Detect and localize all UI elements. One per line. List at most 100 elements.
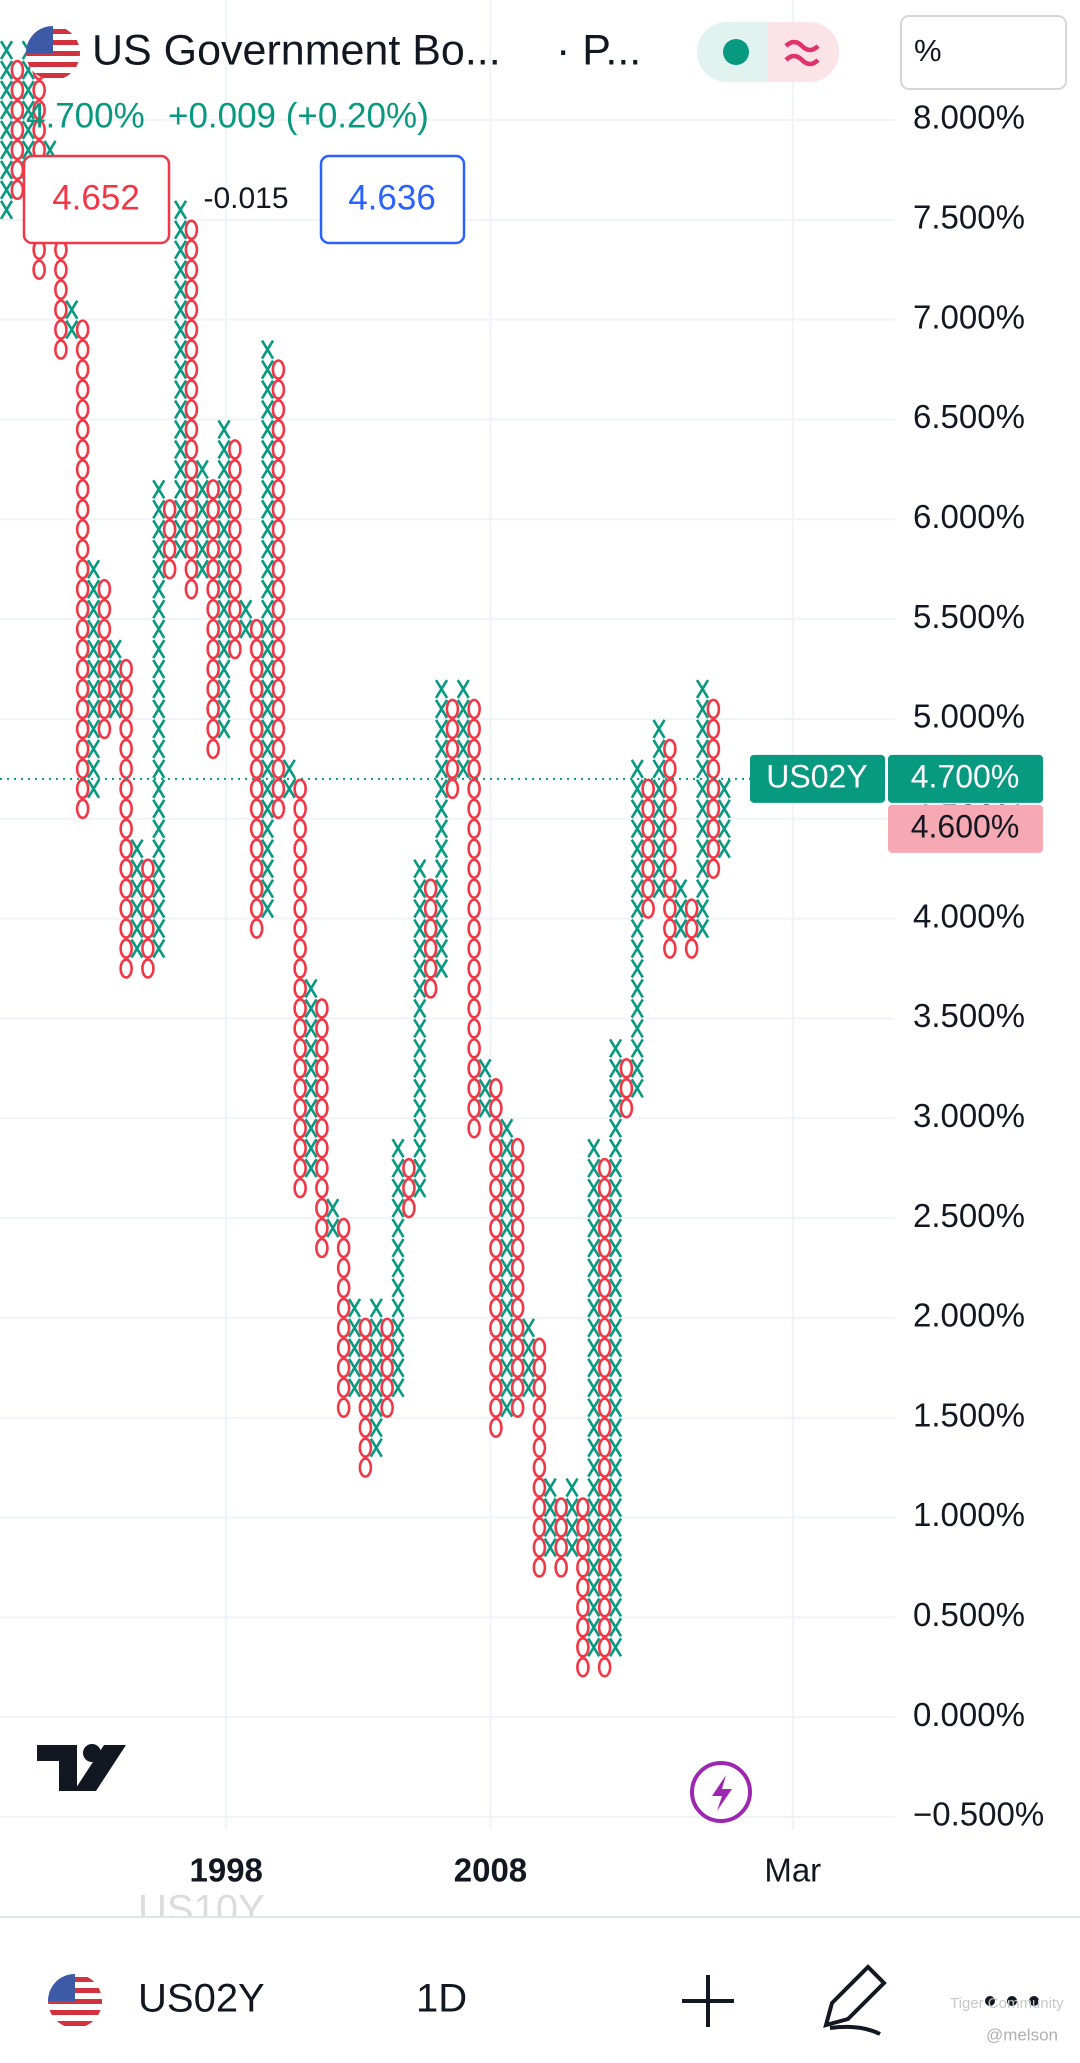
y-tick-label: 7.000% xyxy=(913,298,1025,335)
x-column xyxy=(434,679,449,979)
x-column xyxy=(173,200,188,559)
sell-button[interactable]: 4.652 xyxy=(22,154,171,245)
last-price-label: 4.700% xyxy=(911,758,1020,794)
y-tick-label: −0.500% xyxy=(913,1796,1044,1833)
o-column xyxy=(249,618,264,939)
y-tick-label: 5.500% xyxy=(913,598,1025,635)
o-column xyxy=(597,1157,612,1678)
o-column xyxy=(706,698,721,879)
x-tick-label: Mar xyxy=(764,1852,821,1889)
x-column xyxy=(674,878,688,939)
bid-price-label: 4.600% xyxy=(911,808,1020,844)
o-column xyxy=(358,1317,373,1478)
y-tick-label: 2.500% xyxy=(913,1197,1025,1234)
sell-price: 4.652 xyxy=(52,178,140,217)
o-column xyxy=(684,898,699,959)
spread: -0.015 xyxy=(203,182,288,215)
o-column xyxy=(532,1337,547,1578)
lightning-button[interactable] xyxy=(690,1761,752,1823)
y-tick-label: 4.000% xyxy=(913,897,1025,934)
bid-price-badge xyxy=(888,804,1043,853)
o-column xyxy=(97,578,112,740)
o-column xyxy=(119,658,133,979)
header: US Government Bo... · P... % 4.700% +0.0… xyxy=(22,15,1067,245)
y-tick-label: 6.500% xyxy=(913,398,1025,435)
flag-icon xyxy=(26,26,80,80)
chart-subtitle: · P... xyxy=(556,26,641,74)
x-column xyxy=(456,679,470,779)
x-column xyxy=(652,719,666,899)
x-column xyxy=(326,1198,340,1238)
x-column xyxy=(391,1138,405,1398)
last-value: 4.700% xyxy=(26,96,145,135)
last-price-badge xyxy=(888,754,1043,803)
o-column xyxy=(162,499,177,580)
o-column xyxy=(206,479,220,760)
buy-price: 4.636 xyxy=(348,178,436,217)
o-column xyxy=(315,998,329,1259)
x-column xyxy=(543,1477,557,1558)
x-column xyxy=(587,1138,601,1657)
x-column xyxy=(608,1038,623,1657)
o-column xyxy=(228,439,242,660)
o-column xyxy=(336,1217,351,1418)
x-column xyxy=(521,1318,536,1398)
o-column xyxy=(554,1497,568,1578)
y-tick-label: 7.500% xyxy=(913,199,1025,236)
y-tick-label: 3.000% xyxy=(913,1097,1025,1134)
y-tick-label: 1.500% xyxy=(913,1396,1025,1433)
buy-button[interactable]: 4.636 xyxy=(319,154,466,245)
y-tick-label: 0.500% xyxy=(913,1596,1025,1633)
o-column xyxy=(445,698,460,800)
x-column xyxy=(500,1118,514,1418)
x-column xyxy=(565,1477,579,1558)
o-column xyxy=(402,1157,416,1219)
symbol-badge xyxy=(750,754,885,803)
more-button[interactable] xyxy=(985,1996,1039,2006)
y-tick-label: 0.000% xyxy=(913,1696,1025,1733)
y-tick-label: 3.500% xyxy=(913,997,1025,1034)
x-column xyxy=(130,839,144,959)
x-column xyxy=(282,759,296,799)
x-column xyxy=(413,859,427,1198)
o-column xyxy=(576,1497,590,1678)
o-column xyxy=(663,738,677,959)
x-column xyxy=(717,779,731,859)
y-tick-label: 2.000% xyxy=(913,1297,1025,1334)
x-column xyxy=(630,759,644,1098)
status-pill[interactable] xyxy=(697,22,839,82)
y-tick-label: 5.000% xyxy=(913,698,1025,735)
chart-title: US Government Bo... xyxy=(92,26,501,74)
x-column xyxy=(86,559,101,799)
o-column xyxy=(619,1058,634,1119)
o-column xyxy=(184,219,199,600)
change: +0.009 (+0.20%) xyxy=(168,96,429,135)
toolbar-interval[interactable]: 1D xyxy=(416,1977,467,2021)
axes: 8.000% 7.500% 7.000% 6.500% 6.000% 5.500% 5.00… xyxy=(0,99,1044,1889)
x-tick-label: 2008 xyxy=(454,1852,527,1889)
x-column xyxy=(239,599,253,639)
x-column xyxy=(369,1298,383,1458)
x-column xyxy=(108,639,122,719)
user-watermark: @melson xyxy=(986,2025,1058,2044)
unit-button[interactable]: % xyxy=(900,15,1067,90)
y-tick-label: 1.000% xyxy=(913,1496,1025,1533)
o-column xyxy=(293,778,307,1199)
add-button[interactable] xyxy=(682,1975,734,2027)
toolbar-bg xyxy=(0,1916,1080,2063)
unit-label: % xyxy=(914,33,942,68)
tradingview-logo xyxy=(37,1744,126,1791)
x-column xyxy=(0,40,14,220)
o-column xyxy=(510,1137,525,1418)
o-column xyxy=(423,878,438,999)
o-column xyxy=(75,319,90,820)
o-column xyxy=(467,698,481,1139)
pnf-columns xyxy=(0,40,731,1678)
x-column xyxy=(478,1058,492,1118)
toolbar-symbol[interactable]: US02Y xyxy=(138,1977,265,2021)
y-tick-label: 8.000% xyxy=(913,99,1025,136)
draw-button[interactable] xyxy=(823,1964,887,2036)
